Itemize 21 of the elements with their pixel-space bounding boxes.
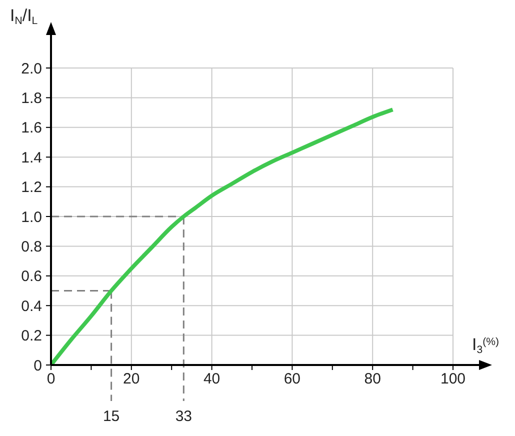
y-tick-label: 0.8: [21, 238, 42, 256]
ref-line-label: 33: [175, 408, 192, 425]
y-tick-label: 0: [34, 357, 42, 374]
y-tick-label: 1.4: [21, 149, 42, 166]
y-tick-label: 0.2: [21, 328, 42, 345]
ref-line-label: 15: [102, 408, 120, 425]
y-tick-label: 2.0: [21, 60, 42, 78]
y-tick-label: 0.4: [21, 298, 42, 315]
y-tick-label: 1.6: [21, 120, 42, 137]
x-tick-label: 0: [46, 370, 56, 388]
x-tick-label: 20: [123, 370, 140, 388]
x-tick-label: 60: [284, 370, 301, 388]
x-tick-label: 80: [364, 370, 381, 388]
y-tick-label: 1.0: [21, 208, 42, 226]
x-tick-label: 100: [440, 370, 466, 388]
y-tick-label: 0.6: [21, 268, 42, 286]
y-tick-label: 1.8: [21, 90, 42, 108]
x-tick-label: 40: [203, 370, 220, 388]
y-tick-label: 1.2: [21, 179, 42, 196]
line-series: [51, 108, 395, 365]
y-axis-title: I$_{N}$/I$_{L}$: [10, 6, 38, 28]
